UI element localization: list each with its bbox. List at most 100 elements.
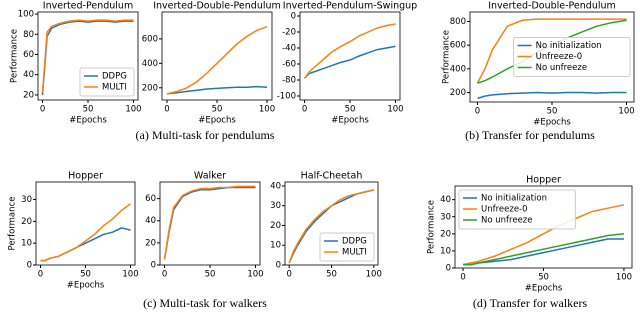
legend-label: MULTI — [342, 248, 367, 258]
legend-label: MULTI — [102, 83, 127, 93]
plot-area — [159, 181, 261, 266]
y-tick-label: 0 — [151, 261, 156, 271]
x-axis-label: #Epochs — [331, 116, 369, 126]
y-tick-label: 0 — [276, 261, 281, 271]
legend — [79, 67, 135, 97]
x-tick-label: 0 — [40, 105, 45, 115]
x-tick-label: 0 — [475, 107, 480, 117]
y-tick-label: 40 — [23, 70, 34, 80]
x-axis-label: #Epochs — [67, 281, 105, 291]
x-tick-label: 100 — [122, 270, 138, 280]
caption: (c) Multi-task for walkers — [143, 296, 267, 310]
chart-title: Inverted-Double-Pendulum — [153, 1, 281, 12]
y-tick-label: 40 — [145, 216, 156, 226]
y-tick-label: 60 — [145, 194, 156, 204]
legend — [319, 232, 375, 262]
legend — [458, 189, 576, 230]
y-tick-label: 30 — [440, 212, 451, 222]
chart-title: Half-Cheetah — [301, 171, 363, 182]
x-tick-label: 50 — [205, 270, 216, 280]
y-axis-label: Performance — [442, 30, 452, 84]
y-tick-label: 40 — [270, 181, 281, 191]
series-line — [166, 85, 268, 95]
y-tick-label: 30 — [21, 195, 32, 205]
legend-label: No unfreeze — [536, 63, 588, 73]
y-tick-label: 800 — [450, 17, 466, 27]
legend-label: No initialization — [536, 41, 602, 51]
x-tick-label: 50 — [345, 105, 356, 115]
x-tick-label: 50 — [83, 105, 94, 115]
x-tick-label: 100 — [259, 105, 275, 115]
plot-area — [35, 181, 136, 266]
x-tick-label: 100 — [247, 270, 263, 280]
y-tick-label: 400 — [450, 64, 466, 74]
y-tick-label: 0 — [446, 264, 451, 274]
x-tick-label: 0 — [38, 270, 43, 280]
y-tick-label: -100 — [277, 92, 296, 102]
y-tick-label: 0 — [291, 12, 296, 22]
x-tick-label: 0 — [460, 273, 465, 283]
x-tick-label: 50 — [547, 107, 558, 117]
x-tick-label: 50 — [538, 273, 549, 283]
caption: (d) Transfer for walkers — [473, 296, 588, 310]
series-line — [163, 185, 256, 260]
legend — [513, 37, 631, 77]
y-tick-label: 30 — [270, 201, 281, 211]
x-tick-label: 100 — [366, 270, 382, 280]
y-tick-label: 100 — [18, 10, 34, 20]
x-tick-label: 100 — [125, 105, 141, 115]
x-tick-label: 100 — [618, 107, 634, 117]
series-line — [40, 203, 131, 262]
y-tick-label: -80 — [282, 76, 296, 86]
series-line — [41, 20, 134, 95]
y-tick-label: 20 — [23, 90, 34, 100]
x-tick-label: 0 — [162, 270, 167, 280]
y-axis-label: Performance — [8, 197, 18, 251]
legend-label: No unfreeze — [481, 216, 533, 226]
y-tick-label: 20 — [145, 238, 156, 248]
caption: (a) Multi-task for pendulums — [136, 128, 275, 142]
y-tick-label: 600 — [142, 34, 158, 44]
series-line — [166, 25, 268, 95]
series-line — [463, 233, 625, 266]
x-tick-label: 50 — [80, 270, 91, 280]
y-tick-label: 10 — [21, 239, 32, 249]
y-tick-label: 20 — [440, 229, 451, 239]
y-tick-label: 20 — [270, 221, 281, 231]
series-line — [303, 45, 396, 79]
y-tick-label: 10 — [270, 241, 281, 251]
x-tick-label: 0 — [164, 105, 169, 115]
y-tick-label: 20 — [21, 217, 32, 227]
legend-label: Unfreeze-0 — [536, 52, 583, 62]
plot-area — [161, 11, 273, 101]
x-axis-label: #Epochs — [525, 284, 563, 294]
chart-title: Hopper — [526, 175, 561, 186]
y-tick-label: 60 — [23, 50, 34, 60]
y-tick-label: 600 — [450, 41, 466, 51]
y-tick-label: 10 — [440, 246, 451, 256]
legend-label: No initialization — [481, 194, 547, 204]
series-line — [462, 204, 625, 266]
series-line — [476, 18, 627, 84]
chart-title: Inverted-Double-Pendulum — [488, 1, 616, 12]
y-tick-label: 80 — [23, 30, 34, 40]
y-tick-label: -40 — [282, 44, 296, 54]
y-tick-label: 0 — [27, 261, 32, 271]
chart-title: Inverted-Pendulum — [43, 1, 133, 12]
x-tick-label: 50 — [326, 270, 337, 280]
x-tick-label: 100 — [616, 273, 632, 283]
series-line — [477, 91, 627, 100]
chart-title: Walker — [194, 171, 226, 182]
legend-label: DDPG — [342, 237, 367, 247]
caption: (b) Transfer for pendulums — [465, 128, 595, 142]
legend-label: Unfreeze-0 — [481, 205, 528, 215]
y-tick-label: 200 — [142, 83, 158, 93]
y-tick-label: -60 — [282, 60, 296, 70]
y-tick-label: 400 — [142, 59, 158, 69]
x-tick-label: 0 — [302, 105, 307, 115]
chart-title: Inverted-Pendulum-Swingup — [283, 1, 417, 12]
series-line — [288, 189, 374, 264]
x-tick-label: 100 — [387, 105, 403, 115]
y-axis-label: Performance — [427, 200, 437, 254]
